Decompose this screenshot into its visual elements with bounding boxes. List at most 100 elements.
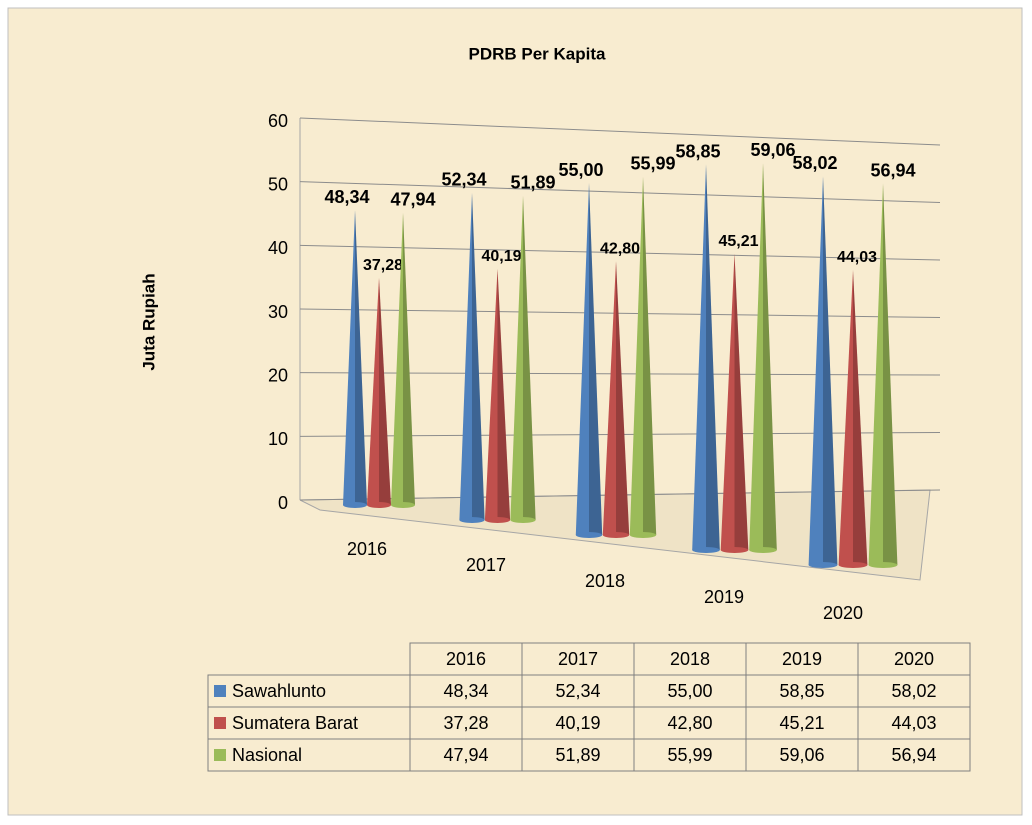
x-tick-label: 2020 <box>823 603 863 623</box>
cone-base <box>868 562 898 568</box>
table-cell: 47,94 <box>443 745 488 765</box>
table-cell: 40,19 <box>555 713 600 733</box>
y-tick-label: 40 <box>268 238 288 258</box>
x-tick-label: 2017 <box>466 555 506 575</box>
cone-base <box>510 517 536 523</box>
cone <box>575 183 603 535</box>
legend-swatch <box>214 685 226 697</box>
table-cell: 56,94 <box>891 745 936 765</box>
cone-base <box>391 502 415 508</box>
table-cell: 58,02 <box>891 681 936 701</box>
cone <box>629 176 657 535</box>
cone <box>868 183 898 565</box>
cone-base <box>629 532 657 538</box>
table-header: 2018 <box>670 649 710 669</box>
cone <box>749 163 777 551</box>
cone-shade <box>403 212 415 509</box>
cone-shade <box>497 268 511 523</box>
y-axis-label: Juta Rupiah <box>139 273 158 370</box>
table-cell: 51,89 <box>555 745 600 765</box>
data-label: 55,00 <box>558 160 603 180</box>
cone-shade <box>853 269 868 568</box>
cone-base <box>459 517 485 523</box>
cone <box>367 277 391 505</box>
y-tick-label: 0 <box>278 493 288 513</box>
cone-base <box>808 562 838 568</box>
cone <box>808 176 838 566</box>
cone-base <box>692 547 720 553</box>
table-cell: 58,85 <box>779 681 824 701</box>
x-tick-label: 2018 <box>585 571 625 591</box>
cone-base <box>575 532 603 538</box>
y-tick-label: 60 <box>268 111 288 131</box>
data-label: 59,06 <box>750 140 795 160</box>
data-label: 48,34 <box>324 187 369 207</box>
data-label: 42,80 <box>600 240 640 257</box>
cone-shade <box>706 164 720 553</box>
legend-swatch <box>214 749 226 761</box>
legend-label: Nasional <box>232 745 302 765</box>
grid-line <box>299 244 941 261</box>
grid-line <box>299 181 941 203</box>
table-cell: 59,06 <box>779 745 824 765</box>
cone-base <box>343 502 367 508</box>
x-tick-label: 2019 <box>704 587 744 607</box>
cone <box>602 261 630 535</box>
cone-shade <box>883 183 898 568</box>
cone-shade <box>589 183 603 538</box>
cone <box>510 195 536 520</box>
x-tick-label: 2016 <box>347 539 387 559</box>
table-cell: 55,00 <box>667 681 712 701</box>
cone-shade <box>734 253 749 553</box>
legend-swatch <box>214 717 226 729</box>
cone-shade <box>379 277 391 508</box>
cone <box>692 164 720 550</box>
data-label: 56,94 <box>870 160 915 180</box>
cone-shade <box>763 163 777 554</box>
y-tick-label: 30 <box>268 302 288 322</box>
data-label: 37,28 <box>363 257 403 274</box>
data-label: 55,99 <box>630 153 675 173</box>
cone <box>459 192 485 520</box>
data-label: 52,34 <box>441 170 486 190</box>
cone <box>343 210 367 505</box>
cone-base <box>367 502 391 508</box>
table-cell: 42,80 <box>667 713 712 733</box>
table-header: 2020 <box>894 649 934 669</box>
chart-title: PDRB Per Kapita <box>469 44 607 63</box>
cone-base <box>602 532 630 538</box>
cone-base <box>838 562 868 568</box>
table-header: 2017 <box>558 649 598 669</box>
cone-base <box>749 547 777 553</box>
data-label: 58,02 <box>792 153 837 173</box>
table-cell: 52,34 <box>555 681 600 701</box>
y-tick-label: 20 <box>268 365 288 385</box>
legend-label: Sumatera Barat <box>232 713 358 733</box>
y-tick-label: 50 <box>268 174 288 194</box>
cone-shade <box>616 261 630 538</box>
table-cell: 37,28 <box>443 713 488 733</box>
cone-shade <box>472 192 485 523</box>
data-label: 45,21 <box>718 233 758 250</box>
cone-base <box>484 517 511 523</box>
cone-shade <box>643 176 657 538</box>
cone-shade <box>355 210 367 508</box>
y-tick-label: 10 <box>268 429 288 449</box>
table-header: 2019 <box>782 649 822 669</box>
cone <box>838 269 868 565</box>
data-label: 40,19 <box>481 248 521 265</box>
data-label: 58,85 <box>675 141 720 161</box>
legend-label: Sawahlunto <box>232 681 326 701</box>
data-label: 44,03 <box>837 249 877 266</box>
grid-line <box>299 117 941 146</box>
cone <box>484 268 511 520</box>
data-label: 51,89 <box>510 172 555 192</box>
cone <box>720 253 749 550</box>
table-cell: 45,21 <box>779 713 824 733</box>
table-cell: 44,03 <box>891 713 936 733</box>
cone-shade <box>823 176 838 569</box>
cone-base <box>720 547 749 553</box>
table-header: 2016 <box>446 649 486 669</box>
table-cell: 55,99 <box>667 745 712 765</box>
